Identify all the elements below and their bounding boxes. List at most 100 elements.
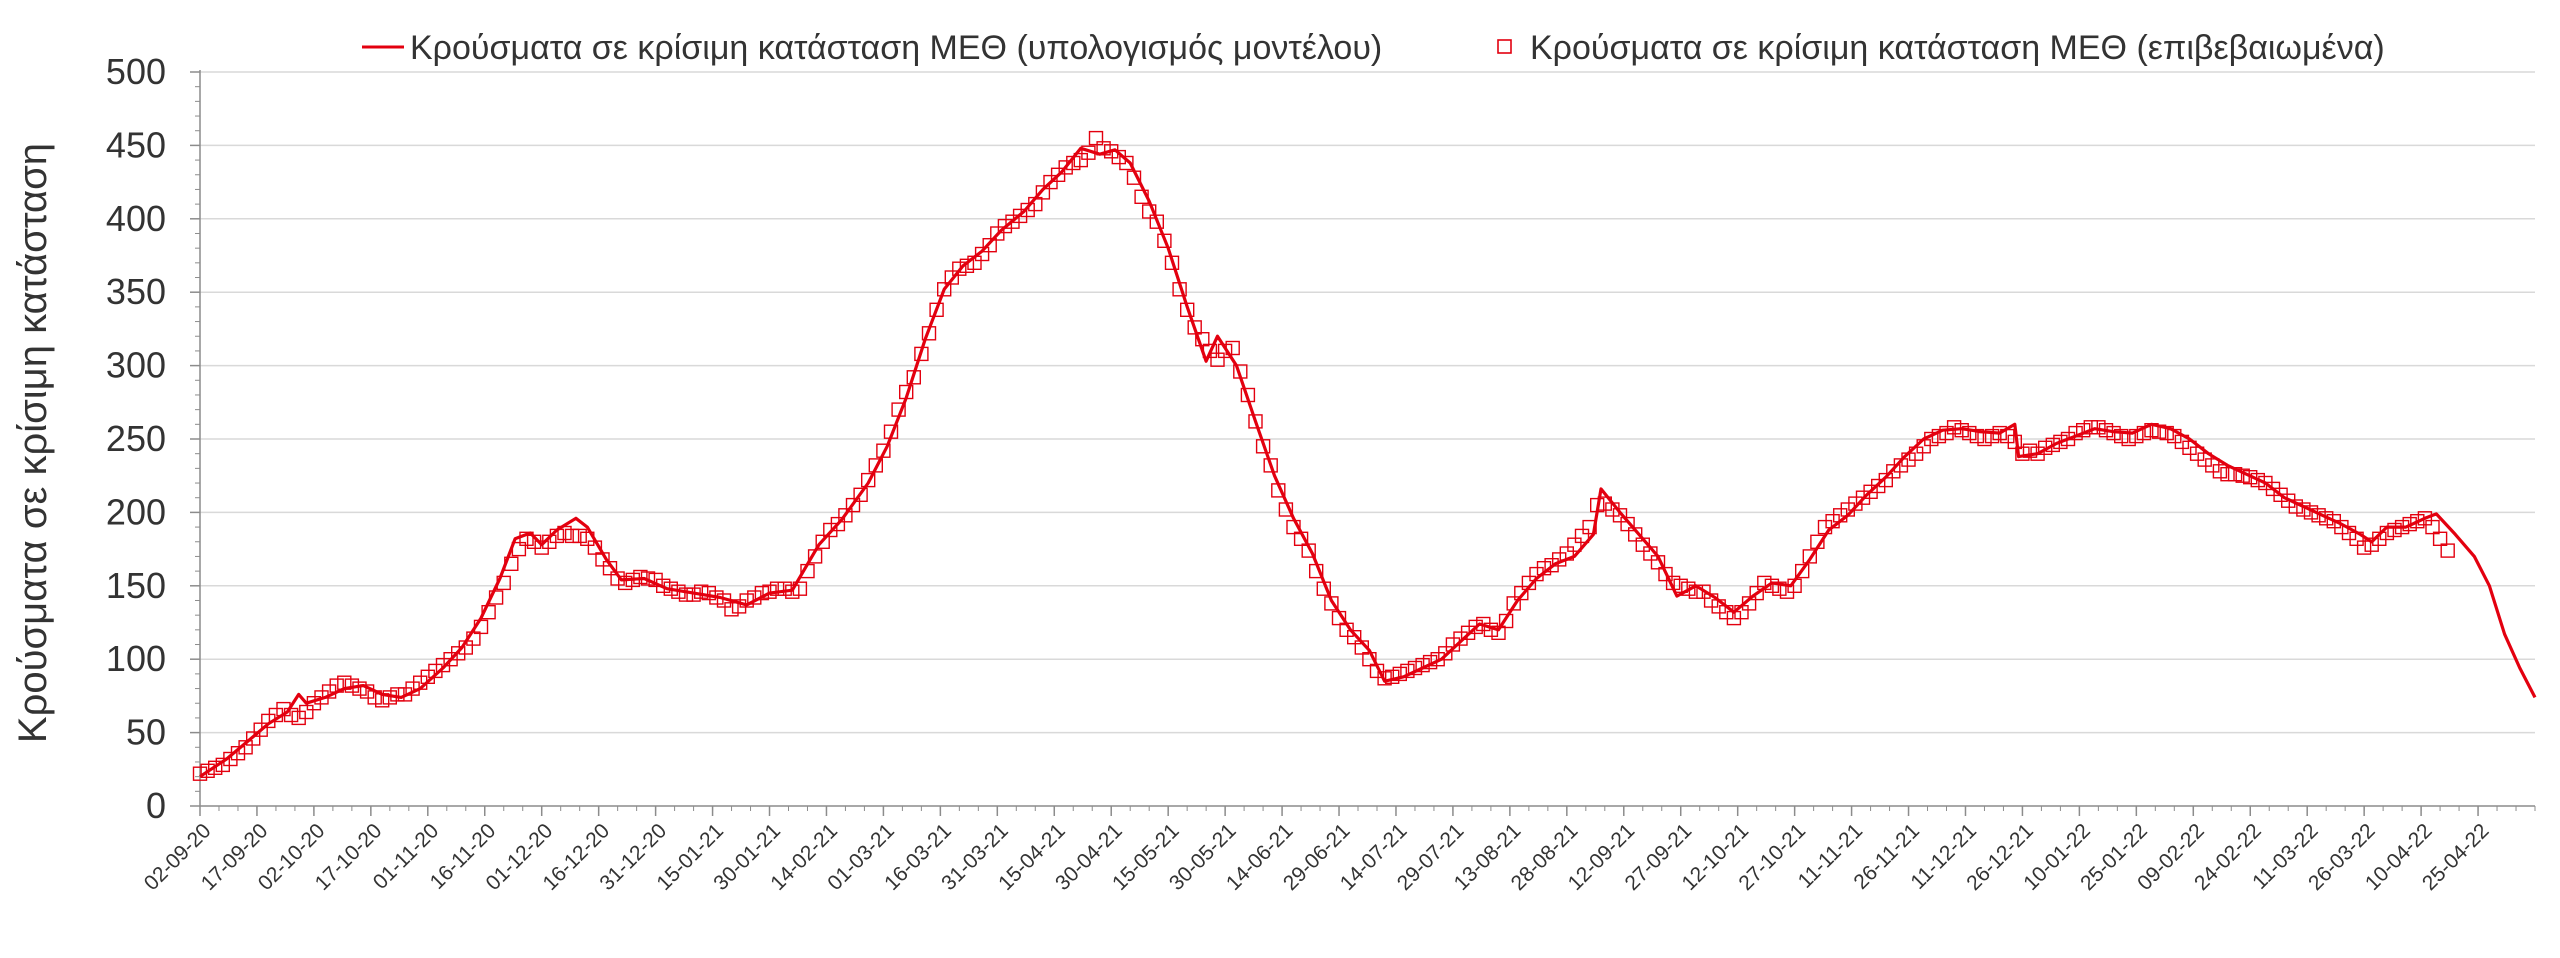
- data-point-confirmed: [853, 487, 868, 502]
- data-point-confirmed: [1749, 585, 1764, 601]
- legend: Κρούσματα σε κρίσιμη κατάσταση ΜΕΘ (υπολ…: [362, 29, 2385, 67]
- data-point-confirmed: [245, 731, 261, 746]
- y-tick-label: 400: [106, 198, 166, 239]
- data-point-confirmed: [2053, 434, 2068, 450]
- series-model: [199, 146, 2537, 778]
- data-point-confirmed: [1058, 160, 1073, 175]
- data-point-confirmed: [982, 237, 997, 253]
- data-point-confirmed: [952, 261, 967, 276]
- data-point-confirmed: [1574, 528, 1590, 544]
- legend-confirmed-label: Κρούσματα σε κρίσιμη κατάσταση ΜΕΘ (επιβ…: [1530, 29, 2385, 67]
- data-point-confirmed: [2318, 511, 2334, 526]
- y-tick-label: 50: [126, 712, 166, 753]
- data-point-confirmed: [1772, 581, 1787, 596]
- data-point-confirmed: [2197, 452, 2212, 467]
- data-point-confirmed: [352, 681, 367, 696]
- y-axis-label: Κρούσματα σε κρίσιμη κατάσταση: [11, 143, 55, 743]
- y-tick-label: 450: [106, 124, 166, 165]
- data-point-confirmed: [724, 602, 739, 617]
- data-point-confirmed: [1346, 630, 1362, 645]
- data-point-confirmed: [2250, 472, 2266, 488]
- data-point-confirmed: [861, 472, 876, 488]
- data-point-confirmed: [1498, 613, 1514, 629]
- data-point-confirmed: [1984, 428, 2000, 444]
- data-point-confirmed: [1802, 549, 1818, 564]
- y-tick-label: 300: [106, 345, 166, 386]
- x-axis-ticks: 02-09-2017-09-2002-10-2017-10-2001-11-20…: [140, 806, 2536, 895]
- data-point-confirmed: [534, 540, 549, 555]
- data-point-confirmed: [2280, 493, 2296, 508]
- y-tick-label: 350: [106, 271, 166, 312]
- data-point-confirmed: [602, 561, 618, 576]
- data-point-confirmed: [1453, 631, 1468, 646]
- data-point-confirmed: [200, 763, 215, 778]
- data-point-confirmed: [2083, 420, 2099, 435]
- data-point-confirmed: [2212, 464, 2228, 479]
- data-point-confirmed: [929, 302, 944, 317]
- data-point-confirmed: [572, 528, 587, 544]
- data-point-confirmed: [1863, 484, 1878, 499]
- series-confirmed: [192, 130, 2455, 781]
- data-point-confirmed: [1878, 472, 1894, 488]
- data-point-confirmed: [959, 258, 975, 273]
- data-point-confirmed: [1119, 155, 1134, 171]
- data-point-confirmed: [1149, 214, 1165, 229]
- data-point-confirmed: [2425, 519, 2440, 535]
- data-point-confirmed: [2410, 514, 2425, 529]
- data-point-confirmed: [1210, 352, 1225, 367]
- data-point-confirmed: [1544, 558, 1559, 573]
- y-tick-label: 100: [106, 638, 166, 679]
- data-point-confirmed: [815, 534, 830, 549]
- data-point-confirmed: [1476, 616, 1491, 632]
- y-tick-label: 250: [106, 418, 166, 459]
- data-point-confirmed: [2387, 522, 2402, 538]
- data-point-confirmed: [1263, 458, 1278, 473]
- data-point-confirmed: [207, 760, 223, 775]
- data-point-confirmed: [997, 218, 1013, 234]
- data-point-confirmed: [1468, 619, 1483, 635]
- data-point-confirmed: [2220, 467, 2235, 482]
- legend-model-label: Κρούσματα σε κρίσιμη κατάσταση ΜΕΘ (υπολ…: [410, 29, 1382, 67]
- data-point-confirmed: [2417, 511, 2433, 526]
- y-tick-label: 150: [106, 565, 166, 606]
- y-tick-label: 500: [106, 51, 166, 92]
- data-point-confirmed: [1050, 167, 1066, 183]
- data-point-confirmed: [1962, 425, 1977, 441]
- data-point-confirmed: [974, 246, 990, 262]
- data-point-confirmed: [1514, 585, 1529, 601]
- data-point-confirmed: [618, 575, 633, 591]
- data-point-confirmed: [678, 587, 694, 602]
- data-point-confirmed: [868, 458, 883, 473]
- data-point-confirmed: [1506, 596, 1521, 611]
- data-point-confirmed: [1187, 320, 1202, 335]
- data-point-confirmed: [1248, 414, 1263, 429]
- axes: [199, 70, 2535, 807]
- data-point-confirmed: [2432, 531, 2448, 546]
- data-point-confirmed: [1073, 152, 1089, 168]
- legend-confirmed-swatch: [1497, 39, 1512, 54]
- data-point-confirmed: [2242, 470, 2258, 485]
- data-point-confirmed: [1217, 343, 1233, 359]
- data-point-confirmed: [769, 581, 785, 596]
- y-tick-label: 0: [146, 785, 166, 826]
- data-point-confirmed: [1696, 584, 1711, 599]
- gridlines: [200, 71, 2535, 734]
- data-point-confirmed: [2440, 543, 2455, 558]
- data-point-confirmed: [2402, 516, 2417, 532]
- data-point-confirmed: [1658, 566, 1673, 582]
- data-point-confirmed: [838, 508, 853, 523]
- data-point-confirmed: [1620, 516, 1635, 532]
- data-point-confirmed: [1612, 508, 1628, 523]
- data-point-confirmed: [2045, 437, 2061, 453]
- y-tick-label: 200: [106, 491, 166, 532]
- data-point-confirmed: [2113, 428, 2129, 444]
- data-point-confirmed: [830, 516, 846, 532]
- data-point-confirmed: [990, 226, 1005, 241]
- data-point-confirmed: [299, 704, 314, 720]
- data-point-confirmed: [451, 646, 466, 661]
- data-point-confirmed: [876, 443, 891, 458]
- data-point-confirmed: [253, 722, 268, 737]
- data-point-confirmed: [1035, 185, 1051, 200]
